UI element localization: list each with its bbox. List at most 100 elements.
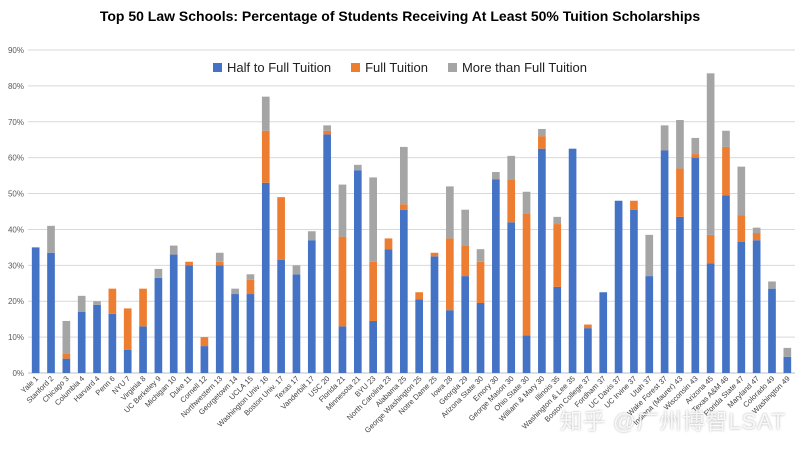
bar-segment: [492, 179, 500, 373]
legend-swatch: [447, 63, 457, 72]
bar-segment: [323, 130, 331, 135]
legend-swatch: [351, 63, 361, 72]
bar-segment: [154, 277, 163, 373]
bar-segment: [139, 326, 147, 373]
bar-segment: [215, 265, 224, 373]
bar-segment: [630, 200, 638, 210]
legend-swatch: [213, 63, 223, 72]
bar-segment: [154, 268, 163, 278]
bar-segment: [108, 288, 117, 314]
bar-segment: [446, 186, 454, 239]
y-tick-label: 70%: [8, 118, 24, 127]
y-tick-label: 0%: [12, 369, 24, 378]
bar-segment: [538, 148, 546, 373]
bar-segment: [599, 292, 608, 373]
y-tick-label: 80%: [8, 82, 24, 91]
bar-segment: [323, 134, 331, 373]
bar-segment: [62, 358, 71, 373]
bar-segment: [399, 204, 408, 210]
watermark-text: 知乎 @广州博智LSAT: [560, 409, 786, 434]
bar-segment: [752, 240, 761, 373]
bar-segment: [169, 254, 178, 373]
bar-segment: [108, 313, 117, 373]
bar-segment: [737, 242, 746, 373]
bar-segment: [568, 148, 577, 373]
bar-segment: [553, 216, 562, 225]
bar-segment: [538, 128, 546, 137]
bar-segment: [614, 200, 623, 373]
bar-segment: [47, 252, 55, 373]
bar-segment: [231, 288, 239, 295]
bar-segment: [93, 301, 101, 305]
bar-segment: [246, 294, 255, 373]
bar-segment: [139, 288, 147, 327]
bar-segment: [752, 233, 761, 241]
bar-segment: [169, 245, 178, 255]
legend-label: Full Tuition: [365, 60, 428, 75]
bar-segment: [384, 238, 393, 250]
bar-segment: [768, 281, 776, 289]
chart-title: Top 50 Law Schools: Percentage of Studen…: [99, 8, 701, 24]
bar-segment: [706, 73, 715, 235]
bar-segment: [277, 197, 285, 260]
bar-segment: [461, 245, 470, 277]
bar-segment: [338, 326, 347, 373]
bar-segment: [415, 299, 424, 373]
bar-segment: [292, 274, 301, 373]
bar-segment: [737, 215, 746, 243]
bar-segment: [261, 182, 270, 373]
bar-segment: [307, 240, 316, 373]
bar-segment: [369, 261, 377, 321]
bar-segment: [430, 256, 439, 373]
bar-segment: [691, 137, 700, 155]
y-tick-label: 50%: [8, 190, 24, 199]
bar-segment: [369, 320, 377, 373]
bar-segment: [476, 303, 485, 373]
bar-segment: [185, 265, 193, 373]
bar-segment: [522, 191, 531, 214]
bar-segment: [645, 276, 654, 373]
y-tick-label: 40%: [8, 225, 24, 234]
bar-segment: [660, 150, 669, 373]
bar-segment: [584, 324, 592, 329]
bar-segment: [706, 263, 715, 373]
bar-segment: [200, 337, 209, 347]
bar-segment: [507, 155, 516, 180]
bar-segment: [553, 286, 562, 373]
bar-segment: [630, 209, 638, 373]
bar-segment: [430, 252, 439, 257]
bar-segment: [93, 304, 101, 373]
bar-segment: [231, 294, 239, 373]
bar-segment: [783, 356, 792, 373]
bar-segment: [691, 157, 700, 373]
bar-segment: [261, 96, 270, 131]
bar-segment: [461, 209, 470, 246]
bar-segment: [246, 274, 255, 280]
bar-segment: [307, 231, 316, 241]
bar-segment: [215, 261, 224, 266]
bar-segment: [752, 227, 761, 234]
bar-segment: [446, 310, 454, 373]
bar-segment: [783, 347, 792, 357]
bar-segment: [461, 276, 470, 373]
legend-label: More than Full Tuition: [461, 60, 587, 75]
bar-segment: [47, 225, 55, 253]
bar-segment: [522, 213, 531, 336]
bar-segment: [737, 166, 746, 216]
bar-segment: [215, 252, 224, 262]
y-tick-label: 90%: [8, 46, 24, 55]
bar-segment: [446, 238, 454, 311]
bar-segment: [768, 288, 776, 373]
bar-segment: [292, 265, 301, 275]
bar-segment: [584, 328, 592, 373]
bar-segment: [77, 311, 86, 373]
bar-segment: [185, 261, 193, 266]
bar-segment: [62, 353, 71, 359]
bar-segment: [323, 125, 331, 131]
bar-segment: [31, 247, 40, 373]
bar-segment: [476, 261, 485, 304]
bar-segment: [553, 224, 562, 287]
bar-segment: [384, 249, 393, 373]
bar-segment: [123, 308, 132, 350]
